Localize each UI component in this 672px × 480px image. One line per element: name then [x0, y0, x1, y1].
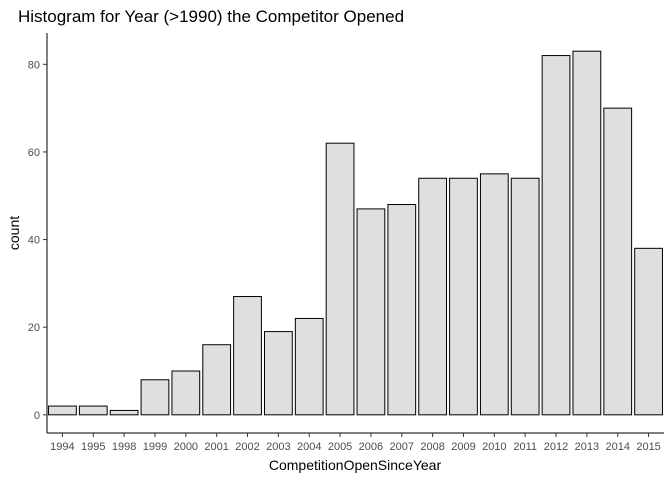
bar-2002: [233, 296, 262, 416]
x-tick-label: 1999: [143, 441, 167, 453]
bar-2009: [449, 177, 478, 416]
bar-2015: [634, 247, 663, 416]
x-tick-label: 2006: [359, 441, 383, 453]
y-axis-title: count: [6, 216, 22, 250]
x-tick-label: 2003: [266, 441, 290, 453]
y-tick-label: 40: [28, 235, 40, 247]
bar-2011: [510, 177, 540, 416]
bar-1998: [109, 409, 139, 416]
bar-2006: [356, 208, 386, 416]
x-tick-label: 2011: [513, 441, 537, 453]
x-tick-label: 2014: [605, 441, 629, 453]
y-tick-label: 60: [28, 147, 40, 159]
y-tick-label: 0: [34, 410, 40, 422]
x-tick-label: 1994: [50, 441, 74, 453]
x-tick-label: 2007: [390, 441, 414, 453]
x-tick-label: 2005: [328, 441, 352, 453]
bar-2005: [325, 142, 355, 416]
x-tick-label: 1995: [81, 441, 105, 453]
y-tick-label: 80: [28, 59, 40, 71]
x-axis-title: CompetitionOpenSinceYear: [269, 457, 442, 473]
bar-2014: [603, 107, 633, 416]
bar-2008: [418, 177, 448, 416]
x-tick-label: 2008: [420, 441, 444, 453]
chart-title: Histogram for Year (>1990) the Competito…: [18, 7, 404, 26]
bar-2001: [202, 344, 232, 416]
y-ticks-group: 0 20 40 60 80: [28, 59, 47, 422]
bar-1999: [140, 379, 170, 416]
x-tick-label: 2000: [174, 441, 198, 453]
x-tick-label: 2010: [482, 441, 506, 453]
x-tick-label: 2004: [297, 441, 321, 453]
y-tick-label: 20: [28, 322, 40, 334]
bar-2000: [171, 370, 201, 416]
bar-2013: [572, 50, 602, 416]
x-ticks-group: 1994 1995 1998 1999 2000 2001 2002 2003 2004 2005…: [50, 433, 661, 453]
x-tick-label: 2001: [204, 441, 228, 453]
bar-1994: [48, 405, 77, 416]
bar-2003: [263, 331, 293, 416]
x-tick-label: 2009: [451, 441, 475, 453]
x-tick-label: 2015: [636, 441, 660, 453]
bar-1995: [78, 405, 108, 416]
bar-2012: [541, 55, 571, 416]
bar-2004: [294, 317, 324, 416]
x-tick-label: 2012: [544, 441, 568, 453]
x-tick-label: 2013: [575, 441, 599, 453]
bars-group: [48, 50, 663, 416]
x-tick-label: 1998: [112, 441, 136, 453]
bar-2007: [387, 204, 417, 416]
bar-2010: [479, 173, 509, 416]
x-tick-label: 2002: [235, 441, 259, 453]
